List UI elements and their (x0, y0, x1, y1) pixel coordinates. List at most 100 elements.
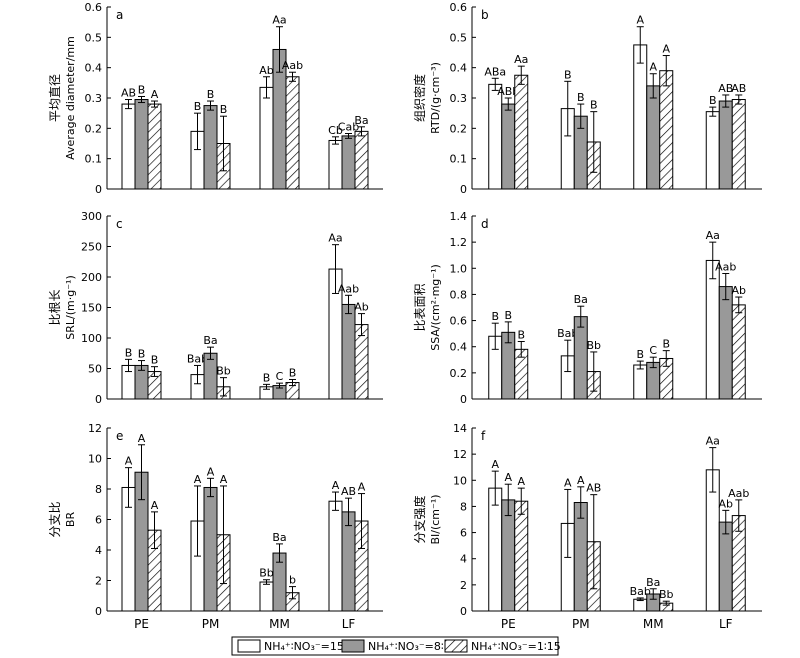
significance-label: B (151, 354, 159, 367)
significance-label: AB (586, 482, 601, 495)
y-tick-label: 1.4 (450, 210, 468, 223)
bar (501, 103, 516, 190)
significance-label: Aab (715, 261, 736, 274)
legend: NH₄⁺∶NO₃⁻=15∶1 NH₄⁺∶NO₃⁻=8∶8 NH₄⁺∶NO₃⁻=1∶1… (231, 636, 561, 656)
significance-label: B (194, 100, 202, 113)
y-tick-label: 0.6 (450, 315, 468, 328)
significance-label: A (649, 61, 657, 74)
significance-label: Bab (557, 327, 578, 340)
x-category-label: MM (643, 617, 664, 631)
y-tick-label: 0.6 (85, 1, 103, 14)
y-tick-label: 4 (460, 553, 467, 566)
bar (203, 105, 218, 190)
significance-label: Ab (731, 284, 746, 297)
y-tick-label: 0.5 (450, 31, 468, 44)
bar (514, 500, 529, 612)
y-tick-label: 0.6 (450, 1, 468, 14)
y-tick-label: 0.8 (450, 288, 468, 301)
significance-label: b (289, 574, 296, 587)
significance-label: Ab (354, 301, 369, 314)
y-tick-label: 2 (95, 575, 102, 588)
y-tick-label: 12 (453, 448, 467, 461)
panel-a: 0 0.1 0.2 0.3 0.4 0.5 0.6 a 平均直径 Average diameter… (48, 1, 383, 196)
bar (633, 44, 648, 190)
significance-label: Aab (338, 282, 359, 295)
bar (573, 502, 588, 612)
significance-label: B (491, 310, 499, 323)
significance-label: B (138, 348, 146, 361)
y-axis-label-en: BR (64, 512, 77, 528)
panels-group: 0 0.1 0.2 0.3 0.4 0.5 0.6 a 平均直径 Average diameter… (48, 1, 762, 618)
y-tick-label: 1.2 (450, 236, 468, 249)
significance-label: AB (718, 82, 733, 95)
x-category-label: LF (342, 617, 356, 631)
bar (705, 111, 720, 190)
y-tick-label: 12 (88, 422, 102, 435)
significance-label: C (276, 370, 284, 383)
x-category-label: LF (719, 617, 733, 631)
significance-label: B (138, 83, 146, 96)
panel-b: 0 0.1 0.2 0.3 0.4 0.5 0.6 b 组织密度 RTD/(g·cm⁻³) ABa B… (412, 1, 762, 196)
significance-label: C (649, 344, 657, 357)
significance-label: A (138, 432, 146, 445)
bar (147, 103, 162, 190)
panel-letter: e (116, 429, 123, 443)
y-tick-label: 0 (95, 605, 102, 618)
y-tick-label: 8 (460, 500, 467, 513)
significance-label: B (125, 346, 133, 359)
significance-label: AB (731, 82, 746, 95)
bar (573, 316, 588, 400)
significance-label: A (220, 473, 228, 486)
bar (731, 99, 746, 190)
significance-label: A (358, 481, 366, 494)
y-tick-label: 10 (453, 474, 467, 487)
y-axis-label-en: Average diameter/mm (64, 36, 77, 160)
panel-letter: f (481, 429, 486, 443)
significance-label: Aa (514, 53, 528, 66)
significance-label: A (194, 473, 202, 486)
y-tick-label: 10 (88, 453, 102, 466)
significance-label: Bb (259, 567, 274, 580)
legend-swatch (237, 639, 261, 653)
significance-label: A (504, 471, 512, 484)
panel-letter: c (116, 217, 123, 231)
significance-label: Bb (659, 588, 674, 601)
panel-letter: b (481, 8, 489, 22)
significance-label: ABb (497, 85, 519, 98)
x-category-label: PE (134, 617, 149, 631)
legend-entry-label: NH₄⁺∶NO₃⁻=8∶8 (368, 640, 451, 653)
bar (259, 581, 274, 612)
significance-label: A (517, 475, 525, 488)
bar (633, 364, 648, 400)
bar (203, 486, 218, 612)
y-tick-label: 6 (460, 527, 467, 540)
significance-label: A (151, 88, 159, 101)
y-tick-label: 0 (460, 393, 467, 406)
legend-swatch (341, 639, 365, 653)
bar (718, 521, 733, 612)
bar (285, 76, 300, 190)
y-tick-label: 2 (460, 579, 467, 592)
x-category-labels: PE PM MM LF PE PM MM LF (134, 617, 733, 631)
y-tick-label: 100 (81, 332, 102, 345)
x-category-label: MM (269, 617, 290, 631)
y-axis-label-cn: 平均直径 (48, 74, 62, 122)
significance-label: A (332, 479, 340, 492)
significance-label: Aab (282, 59, 303, 72)
bar (341, 511, 356, 612)
significance-label: Aab (728, 487, 749, 500)
x-category-label: PM (202, 617, 220, 631)
bar (659, 70, 674, 190)
y-axis-label-en: SRL/(m·g⁻¹) (64, 275, 77, 339)
y-tick-label: 250 (81, 241, 102, 254)
significance-label: A (636, 14, 644, 27)
y-tick-label: 1.0 (450, 262, 468, 275)
x-category-label: PM (572, 617, 590, 631)
significance-label: A (151, 499, 159, 512)
y-axis-label-en: RTD/(g·cm⁻³) (429, 62, 442, 134)
significance-label: B (207, 88, 215, 101)
significance-label: B (220, 103, 228, 116)
significance-label: A (491, 458, 499, 471)
